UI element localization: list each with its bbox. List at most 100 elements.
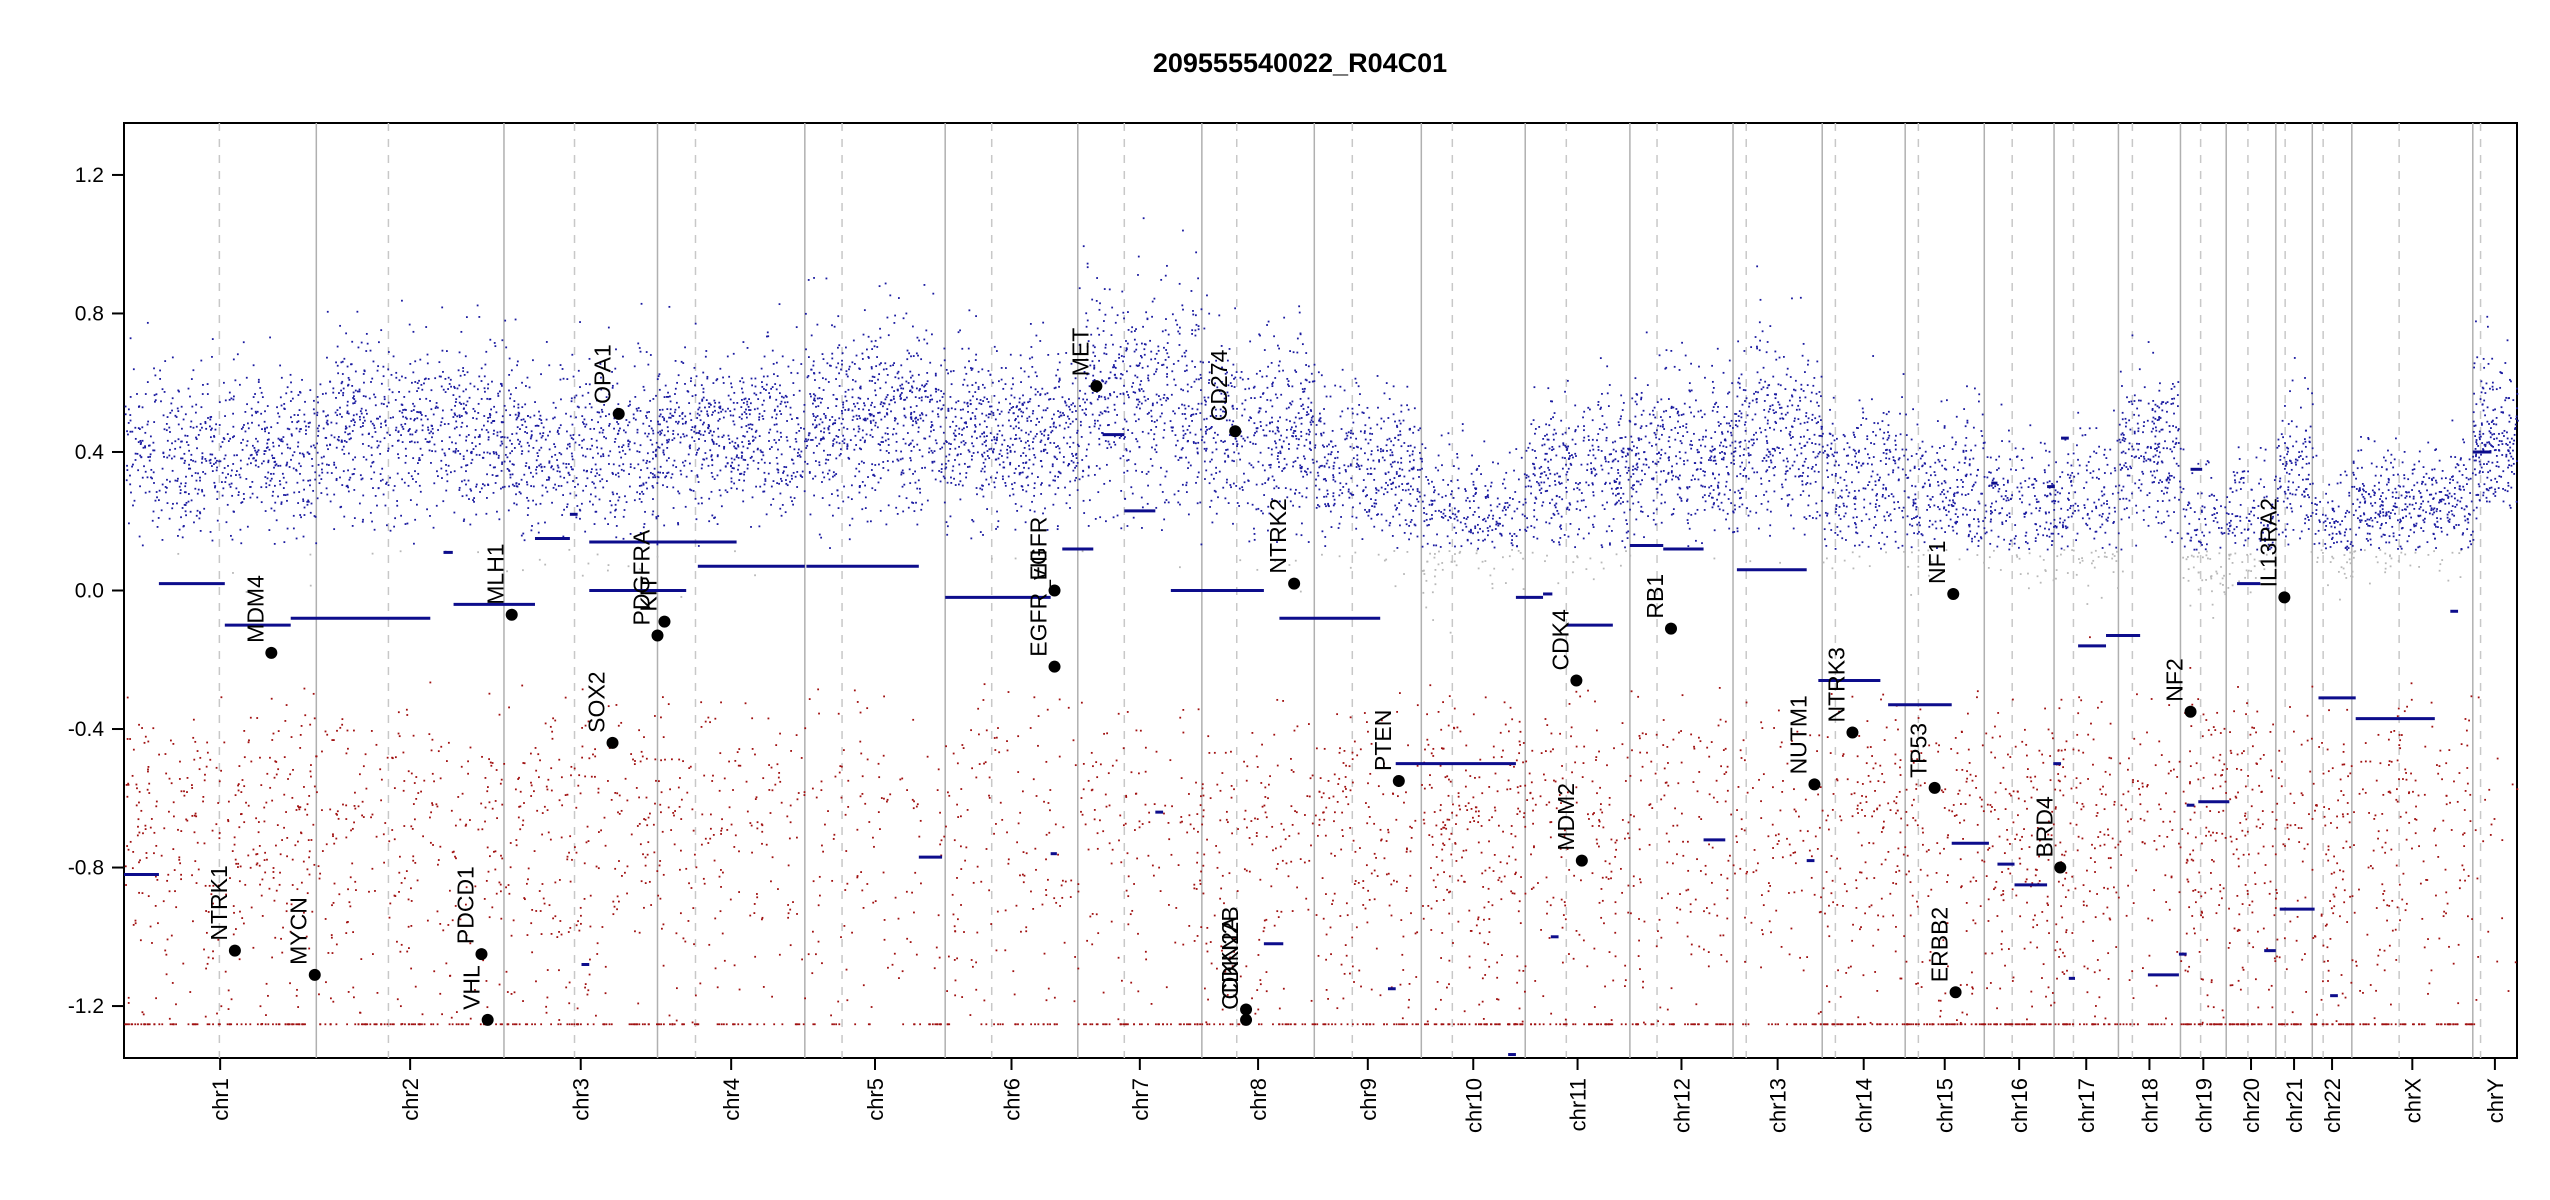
probe-point (308, 873, 311, 876)
probe-point (185, 441, 188, 444)
probe-point (554, 719, 557, 722)
probe-point (732, 467, 735, 470)
probe-point (558, 969, 560, 972)
probe-point (969, 399, 972, 402)
probe-point (1061, 879, 1064, 882)
probe-point (510, 442, 513, 445)
probe-point (866, 520, 869, 523)
probe-point (148, 1023, 151, 1026)
probe-point (401, 1023, 404, 1025)
probe-point (1022, 394, 1024, 397)
probe-point (734, 834, 737, 837)
probe-point (893, 322, 896, 324)
probe-point (980, 470, 983, 473)
probe-point (1031, 412, 1034, 415)
probe-point (608, 423, 611, 425)
probe-point (903, 414, 906, 417)
probe-point (270, 507, 273, 510)
probe-point (515, 432, 518, 435)
probe-point (195, 514, 198, 517)
probe-point (987, 401, 990, 403)
probe-point (576, 505, 579, 507)
probe-point (538, 464, 541, 467)
probe-point (972, 395, 974, 398)
probe-point (254, 459, 257, 462)
probe-point (582, 489, 585, 492)
probe-point (803, 794, 806, 796)
probe-point (835, 441, 838, 444)
probe-point (290, 903, 293, 906)
probe-point (684, 383, 686, 385)
probe-point (749, 423, 752, 426)
probe-point (1058, 385, 1060, 388)
probe-point (1010, 387, 1013, 390)
probe-point (242, 493, 245, 495)
probe-point (690, 887, 693, 889)
probe-point (174, 890, 176, 893)
probe-point (298, 1023, 301, 1026)
probe-point (983, 386, 986, 389)
probe-point (708, 425, 710, 428)
probe-point (939, 843, 942, 846)
probe-point (333, 461, 336, 464)
probe-point (1020, 454, 1022, 457)
probe-point (409, 363, 412, 365)
probe-point (580, 1023, 582, 1026)
probe-point (275, 844, 277, 847)
probe-point (200, 461, 203, 464)
probe-point (820, 789, 823, 792)
probe-point (831, 352, 834, 355)
probe-point (285, 704, 288, 706)
probe-point (629, 466, 632, 468)
probe-point (199, 529, 202, 532)
probe-point (747, 423, 750, 426)
probe-point (412, 409, 415, 411)
probe-point (625, 501, 628, 503)
probe-point (985, 1023, 988, 1026)
probe-point (773, 409, 776, 412)
probe-point (357, 1023, 360, 1026)
probe-point (426, 440, 429, 443)
probe-point (742, 500, 745, 503)
probe-point (213, 481, 216, 484)
probe-point (164, 949, 167, 952)
probe-point (411, 433, 414, 436)
probe-point (843, 925, 846, 927)
probe-point (439, 424, 442, 427)
probe-point (604, 517, 607, 520)
probe-point (846, 428, 849, 430)
probe-point (139, 443, 142, 445)
probe-point (763, 461, 766, 464)
probe-point (983, 470, 986, 473)
probe-point (400, 423, 403, 426)
probe-point (404, 416, 407, 419)
probe-point (579, 386, 581, 388)
probe-point (701, 423, 704, 426)
probe-point (359, 1011, 362, 1014)
probe-point (551, 737, 554, 740)
probe-point (1051, 417, 1054, 420)
probe-point (547, 778, 550, 781)
probe-point (770, 387, 773, 390)
probe-point (732, 401, 735, 404)
probe-point (559, 378, 562, 381)
probe-point (655, 516, 658, 518)
probe-point (489, 414, 492, 416)
probe-point (138, 891, 140, 894)
probe-point (455, 398, 458, 401)
probe-point (882, 402, 885, 405)
probe-point (968, 309, 971, 312)
probe-point (416, 382, 419, 384)
probe-point (873, 345, 876, 348)
probe-point (425, 326, 428, 328)
probe-point (419, 411, 422, 413)
probe-point (665, 420, 668, 423)
probe-point (1033, 454, 1036, 456)
probe-point (352, 931, 355, 934)
probe-point (175, 1003, 177, 1006)
probe-point (956, 957, 959, 960)
probe-point (828, 469, 831, 472)
probe-point (326, 463, 328, 466)
probe-point (1017, 427, 1020, 430)
probe-point (515, 503, 518, 506)
